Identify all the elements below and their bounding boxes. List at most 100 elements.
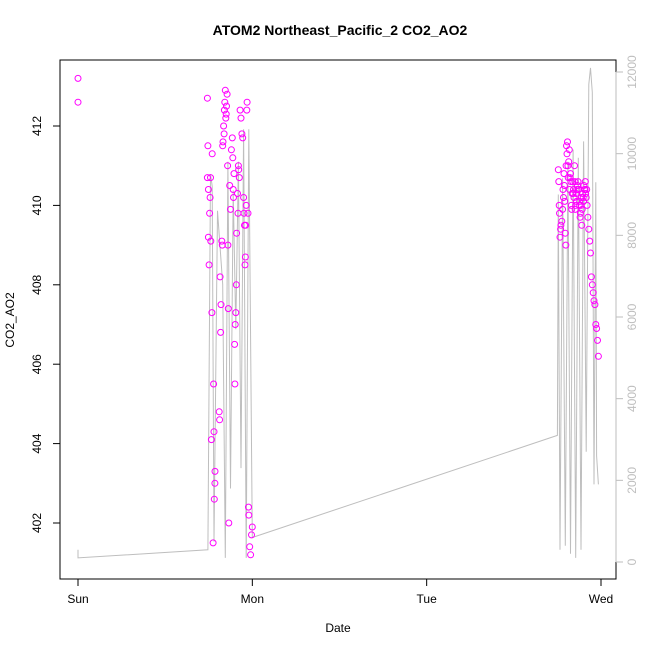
data-point	[229, 186, 237, 193]
data-point	[246, 543, 254, 551]
data-point	[204, 186, 212, 193]
data-point	[211, 479, 219, 487]
data-point	[226, 182, 234, 189]
data-point	[215, 408, 223, 416]
data-point	[219, 142, 227, 150]
data-point	[208, 150, 216, 158]
data-point	[571, 162, 578, 170]
data-point	[207, 174, 214, 182]
data-point	[243, 106, 251, 114]
data-point	[238, 130, 246, 138]
data-point	[203, 94, 211, 102]
y2-tick-label: 10000	[625, 137, 639, 171]
x-axis: Sun Mon Tue Wed	[67, 578, 613, 606]
data-point	[585, 225, 593, 233]
data-point	[247, 551, 255, 559]
data-point	[240, 194, 248, 201]
data-point	[554, 166, 562, 174]
data-point	[561, 229, 569, 237]
data-point	[223, 90, 231, 98]
data-point	[208, 309, 216, 317]
data-point	[216, 416, 224, 424]
data-point	[245, 503, 252, 511]
data-point	[589, 289, 597, 297]
data-point	[216, 273, 224, 281]
data-point	[204, 142, 212, 150]
y2-tick-label: 4000	[625, 385, 639, 412]
data-point	[590, 297, 598, 305]
data-point	[244, 209, 252, 217]
y-tick-label: 406	[30, 354, 44, 374]
data-point	[243, 98, 251, 106]
data-point	[567, 170, 574, 178]
x-tick-label: Sun	[67, 592, 88, 606]
y-tick-label: 404	[30, 433, 44, 453]
data-point	[559, 186, 567, 193]
data-point	[211, 467, 219, 475]
data-point	[241, 261, 249, 269]
data-point	[594, 352, 602, 360]
y-axis: 402 404 406 408 410 412	[30, 116, 61, 533]
secondary-series-line	[77, 67, 599, 559]
data-point	[574, 178, 582, 186]
data-point	[206, 194, 214, 201]
data-point	[227, 205, 234, 213]
data-point	[210, 428, 218, 436]
data-point	[223, 102, 230, 110]
data-point	[207, 237, 215, 245]
data-point	[571, 205, 579, 213]
data-point	[588, 281, 596, 289]
data-point	[222, 110, 230, 118]
data-point	[569, 190, 577, 197]
data-point	[572, 201, 580, 209]
data-point	[584, 213, 592, 221]
y-axis-label: CO2_AO2	[3, 292, 17, 348]
data-point	[237, 114, 245, 122]
data-point	[74, 98, 82, 106]
data-point	[206, 209, 214, 217]
y2-tick-label: 8000	[625, 222, 639, 249]
data-point	[556, 209, 563, 217]
data-point	[229, 154, 237, 162]
data-point	[248, 531, 255, 539]
data-point	[593, 325, 601, 332]
data-point	[232, 281, 240, 289]
data-point	[239, 134, 247, 142]
data-point	[74, 74, 82, 82]
data-point	[235, 166, 243, 174]
data-point	[561, 197, 569, 205]
data-point	[583, 186, 591, 193]
data-point	[221, 98, 229, 106]
data-point	[586, 237, 594, 245]
data-point	[583, 201, 591, 209]
data-point	[562, 241, 570, 249]
data-point	[217, 301, 225, 309]
y-tick-label: 412	[30, 116, 44, 136]
data-point	[576, 197, 584, 205]
data-point	[210, 380, 218, 388]
data-point	[242, 221, 250, 229]
data-point	[221, 86, 229, 94]
data-point	[231, 380, 239, 388]
data-point	[231, 321, 239, 328]
secondary-line-layer	[77, 67, 599, 559]
data-point	[558, 217, 566, 225]
data-point	[592, 321, 600, 328]
data-point	[234, 162, 242, 170]
y-tick-label: 410	[30, 195, 44, 215]
plot-frame	[59, 59, 617, 580]
data-point	[587, 273, 595, 281]
data-point	[224, 241, 232, 249]
data-point	[203, 174, 211, 182]
x-axis-label: Date	[325, 621, 351, 635]
data-point	[576, 213, 584, 221]
data-point	[560, 182, 568, 189]
data-point	[576, 209, 584, 217]
data-point	[569, 178, 577, 186]
data-point	[228, 134, 236, 142]
data-point	[555, 178, 563, 186]
x-tick-label: Mon	[241, 592, 264, 606]
data-point	[231, 340, 239, 348]
data-point	[242, 201, 250, 209]
